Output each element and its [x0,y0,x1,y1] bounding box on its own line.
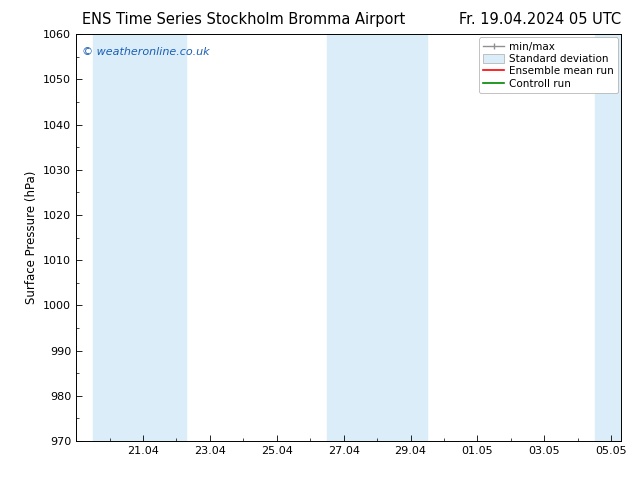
Text: © weatheronline.co.uk: © weatheronline.co.uk [82,47,209,56]
Text: ENS Time Series Stockholm Bromma Airport: ENS Time Series Stockholm Bromma Airport [82,12,406,27]
Bar [595,34,628,441]
Y-axis label: Surface Pressure (hPa): Surface Pressure (hPa) [25,171,37,304]
Bar [93,34,186,441]
Bar [327,34,427,441]
Text: Fr. 19.04.2024 05 UTC: Fr. 19.04.2024 05 UTC [459,12,621,27]
Legend: min/max, Standard deviation, Ensemble mean run, Controll run: min/max, Standard deviation, Ensemble me… [479,37,618,93]
